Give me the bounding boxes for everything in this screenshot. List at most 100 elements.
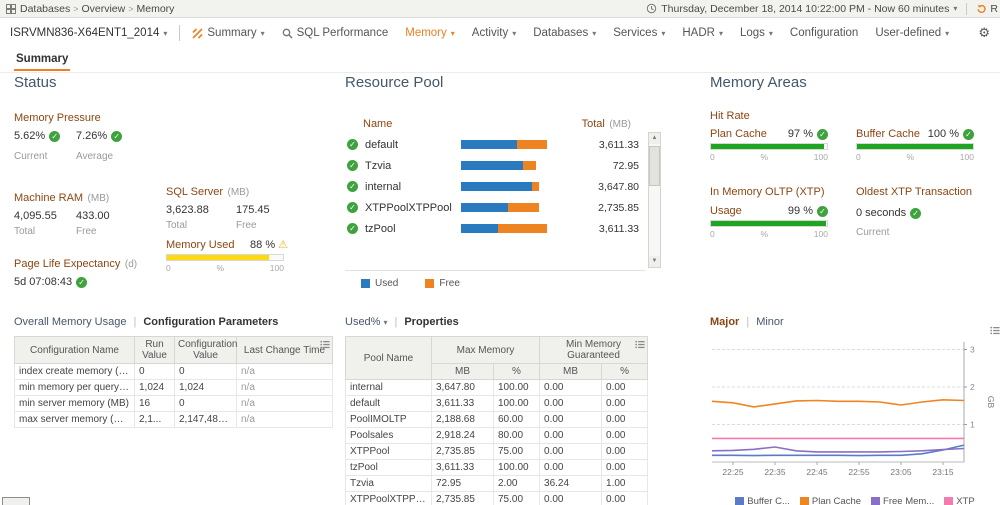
table-row[interactable]: PoolIMOLTP 2,188.68 60.00 0.00 0.00 [345,411,649,428]
min-memory-label: Min Memory Guaranteed [566,339,622,361]
col-max-mb[interactable]: MB [431,363,494,380]
nav-item-hadr[interactable]: HADR ▾ [682,27,723,39]
table-row[interactable]: index create memory (KB) 0 0 n/a [14,363,333,380]
view-used-pct[interactable]: Used% ▾ [345,316,387,328]
col-pool-name[interactable]: Pool Name [345,336,432,380]
chart-menu-icon[interactable] [990,326,1000,335]
scrollbar[interactable]: ▲ ▼ [648,132,661,268]
table-row[interactable]: XTPPool 2,735.85 75.00 0.00 0.00 [345,443,649,460]
breadcrumb-overview[interactable]: Overview [81,2,126,15]
pool-name[interactable]: tzPool [365,222,396,235]
col-last-change-time[interactable]: Last Change Time [236,336,333,364]
ok-icon: ✓ [347,139,358,150]
view-configuration-parameters[interactable]: Configuration Parameters [143,316,279,328]
col-min-pct[interactable]: % [601,363,649,380]
pool-name[interactable]: XTPPoolXTPPool [365,201,452,214]
scale-min: 0 [710,229,715,239]
table-row[interactable]: XTPPoolXTPPool 2,735.85 75.00 0.00 0.00 [345,491,649,505]
nav-item-services[interactable]: Services ▾ [613,27,665,39]
plan-cache-meter [710,143,828,150]
pool-usage-bar [461,203,573,212]
legend-item-buffer-c[interactable]: Buffer C... [735,496,790,505]
hit-rate-block: Hit Rate Plan Cache 97 % ✓ 0 [710,110,986,162]
table-row[interactable]: tzPool 3,611.33 100.00 0.00 0.00 [345,459,649,476]
view-major[interactable]: Major [710,316,740,328]
legend-label: Buffer C... [747,496,790,505]
scroll-thumb[interactable] [649,146,660,186]
memory-used-block: Memory Used 88 % ⚠ 0 % 100 [166,238,288,273]
pool-name[interactable]: internal [365,180,402,193]
cell: 1.00 [601,475,649,492]
cell: internal [345,379,432,396]
pool-name[interactable]: default [365,138,399,151]
meter-scale: 0 % 100 [166,263,284,273]
filter-icon[interactable] [320,340,330,349]
legend-item-free-mem[interactable]: Free Mem... [871,496,934,505]
nav-item-sql-performance[interactable]: SQL Performance [282,27,388,39]
view-properties[interactable]: Properties [404,316,459,328]
table-row[interactable]: max server memory (MB) 2,1... 2,147,483,6.… [14,411,333,428]
svg-text:22:25: 22:25 [722,467,744,477]
cell: 72.95 [431,475,494,492]
nav-item-logs[interactable]: Logs ▾ [740,27,773,39]
server-selector[interactable]: ISRVMN836-X64ENT1_2014 ▾ [10,27,167,39]
nav-item-activity[interactable]: Activity ▾ [472,27,516,39]
nav-item-label: Memory [405,27,447,39]
table-row[interactable]: Poolsales 2,918.24 80.00 0.00 0.00 [345,427,649,444]
ok-icon: ✓ [111,130,123,142]
chevron-down-icon: ▾ [768,28,773,38]
table-row[interactable]: Tzvia 72.95 2.00 36.24 1.00 [345,475,649,492]
machine-ram-free: 433.00 [76,210,110,222]
scroll-up-button[interactable]: ▲ [649,133,660,144]
nav-item-user-defined[interactable]: User-defined ▾ [875,27,949,39]
machine-ram-unit: (MB) [87,193,110,204]
table-row[interactable]: internal 3,647.80 100.00 0.00 0.00 [345,379,649,396]
col-max-memory[interactable]: Max Memory [430,336,541,364]
pool-usage-bar [461,140,573,149]
col-min-memory[interactable]: Min Memory Guaranteed [539,336,649,364]
col-min-mb[interactable]: MB [539,363,603,380]
chevron-down-icon[interactable]: ▾ [953,4,958,13]
col-run-value[interactable]: Run Value [134,336,175,364]
divider [345,270,645,271]
sql-server-title: SQL Server [166,186,224,198]
cell: 0 [174,363,237,380]
view-separator: | [746,316,750,328]
legend-item-plan-cache[interactable]: Plan Cache [799,496,861,505]
svg-text:2: 2 [970,382,975,392]
filter-icon[interactable] [635,340,645,349]
col-max-pct[interactable]: % [492,363,541,380]
total-unit: (MB) [609,119,631,130]
view-overall-memory-usage[interactable]: Overall Memory Usage [14,316,127,328]
time-range[interactable]: Thursday, December 18, 2014 10:22:00 PM … [661,2,950,15]
refresh-button[interactable]: R [976,3,998,15]
pool-view-switcher: Used% ▾ | Properties [345,316,459,328]
legend-swatch [799,497,809,505]
nav-item-label: HADR [682,27,715,39]
scroll-down-button[interactable]: ▼ [649,256,660,267]
table-row[interactable]: min server memory (MB) 16 0 n/a [14,395,333,412]
legend-item-xtp[interactable]: XTP [944,496,975,505]
col-configuration-name[interactable]: Configuration Name [14,336,135,364]
gear-icon[interactable]: ⚙ [978,25,990,40]
breadcrumb: Databases > Overview > Memory [20,3,174,15]
last-change-time-label: Last Change Time [243,344,326,356]
nav-item-databases[interactable]: Databases ▾ [533,27,596,39]
memory-used-value: 88 % [250,238,276,251]
ok-icon: ✓ [76,276,88,288]
sql-server-block: SQL Server (MB) 3,623.88 175.45 Total Fr… [166,182,298,231]
table-row[interactable]: default 3,611.33 100.00 0.00 0.00 [345,395,649,412]
ok-icon: ✓ [347,160,358,171]
free-label: Free [76,226,97,237]
table-row[interactable]: min memory per query (KB) 1,024 1,024 n/a [14,379,333,396]
tab-summary[interactable]: Summary [14,48,71,71]
breadcrumb-databases[interactable]: Databases [20,2,71,15]
xtp-title: In Memory OLTP (XTP) [710,186,825,198]
view-minor[interactable]: Minor [756,316,784,328]
nav-item-memory[interactable]: Memory ▾ [405,27,455,39]
col-configuration-value[interactable]: Configuration Value [174,336,237,364]
nav-item-configuration[interactable]: Configuration [790,27,858,39]
used-legend-label: Used [375,278,399,289]
pool-name[interactable]: Tzvia [365,159,392,172]
nav-item-summary[interactable]: Summary ▾ [192,27,265,39]
